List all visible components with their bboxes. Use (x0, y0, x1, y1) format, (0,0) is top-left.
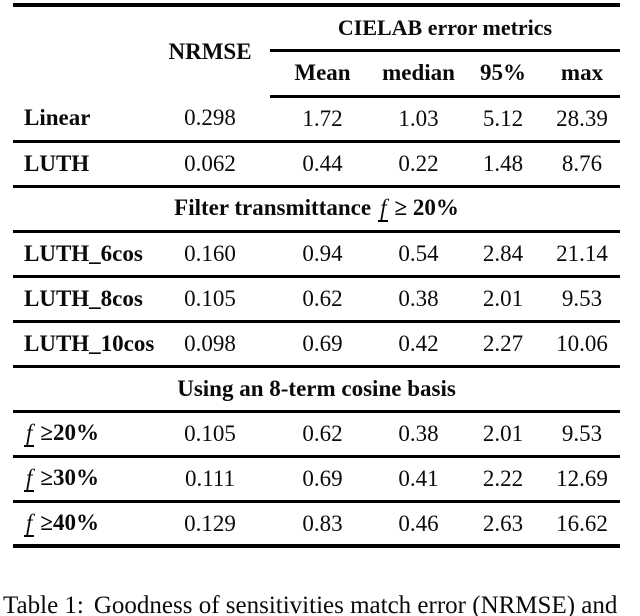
cell-95pct: 5.12 (462, 96, 544, 143)
cell-median: 0.41 (375, 456, 462, 503)
row-label: f ≥20% (13, 411, 150, 458)
cell-nrmse: 0.098 (150, 321, 270, 368)
section-text: Filter transmittance (174, 195, 372, 220)
table-row: f ≥20% 0.105 0.62 0.38 2.01 9.53 (13, 411, 620, 458)
row-label: LUTH (13, 141, 150, 188)
cell-95pct: 2.01 (462, 276, 544, 323)
cell-median: 0.46 (398, 510, 439, 536)
caption-text: Goodness of sensitivities match error (N… (93, 592, 618, 616)
table-header-row-2: Mean median 95% max (13, 50, 620, 98)
table-row: Linear 0.298 1.72 1.03 5.12 28.39 (13, 96, 620, 143)
cell-median: 0.38 (375, 411, 462, 458)
cell-mean: 0.62 (270, 411, 375, 458)
row-label: LUTH_10cos (13, 321, 154, 368)
cell-nrmse: 0.062 (150, 141, 270, 188)
cell-nrmse: 0.105 (150, 276, 270, 323)
header-max: max (544, 50, 620, 98)
header-empty-cell (13, 5, 150, 96)
f-variable: f (24, 509, 35, 537)
row-label-threshold: ≥20% (40, 420, 100, 445)
cell-nrmse: 0.160 (150, 231, 270, 278)
caption-label: Table 1: (3, 592, 84, 616)
row-label: f ≥40% (13, 501, 150, 546)
section-row: Using an 8-term cosine basis (13, 366, 620, 413)
cell-max: 8.76 (544, 141, 620, 188)
header-nrmse: NRMSE (168, 38, 252, 64)
results-table: NRMSE CIELAB error metrics Mean median 9… (13, 3, 620, 548)
cell-median: 1.03 (375, 96, 462, 143)
header-95pct: 95% (462, 50, 544, 98)
row-label: f ≥30% (13, 456, 150, 503)
table-row: f ≥40% 0.129 0.83 0.46 2.63 16.62 (13, 501, 620, 546)
cell-95pct: 2.63 (482, 510, 524, 536)
row-label: LUTH_8cos (13, 276, 150, 323)
cell-median: 0.38 (375, 276, 462, 323)
cell-mean: 0.62 (270, 276, 375, 323)
cell-mean: 1.72 (270, 96, 375, 143)
row-label-threshold: ≥40% (40, 509, 100, 535)
section-threshold: ≥ 20% (394, 195, 459, 220)
cell-95pct: 2.27 (462, 321, 544, 368)
header-median: median (375, 50, 462, 98)
cell-median: 0.54 (375, 231, 462, 278)
cell-median: 0.42 (375, 321, 462, 368)
cell-mean: 0.94 (270, 231, 375, 278)
cell-max: 16.62 (556, 510, 608, 536)
cell-max: 21.14 (544, 231, 620, 278)
cell-max: 9.53 (544, 411, 620, 458)
cell-95pct: 2.84 (462, 231, 544, 278)
table-row: LUTH_10cos 0.098 0.69 0.42 2.27 10.06 (13, 321, 620, 368)
cell-nrmse: 0.111 (150, 456, 270, 503)
cell-mean: 0.44 (270, 141, 375, 188)
f-variable: f (24, 465, 35, 492)
f-variable: f (378, 195, 389, 222)
table-row: LUTH_6cos 0.160 0.94 0.54 2.84 21.14 (13, 231, 620, 278)
table-row: LUTH_8cos 0.105 0.62 0.38 2.01 9.53 (13, 276, 620, 323)
table-row: f ≥30% 0.111 0.69 0.41 2.22 12.69 (13, 456, 620, 503)
cell-mean: 0.83 (302, 510, 343, 536)
row-label: LUTH_6cos (13, 231, 150, 278)
cell-95pct: 2.01 (462, 411, 544, 458)
cell-95pct: 2.22 (462, 456, 544, 503)
cell-median: 0.22 (375, 141, 462, 188)
f-variable: f (24, 420, 35, 447)
section-row: Filter transmittance f ≥ 20% (13, 186, 620, 233)
header-cielab-group: CIELAB error metrics (270, 5, 620, 52)
section-header: Filter transmittance f ≥ 20% (13, 186, 620, 233)
cell-nrmse: 0.298 (150, 96, 270, 143)
cell-mean: 0.69 (270, 456, 375, 503)
cell-max: 28.39 (544, 96, 620, 143)
cell-95pct: 1.48 (462, 141, 544, 188)
cell-max: 10.06 (544, 321, 620, 368)
cell-nrmse: 0.129 (184, 510, 236, 536)
cell-max: 9.53 (544, 276, 620, 323)
table-row: LUTH 0.062 0.44 0.22 1.48 8.76 (13, 141, 620, 188)
row-label: Linear (13, 96, 150, 143)
table-caption: Table 1: Goodness of sensitivities match … (3, 592, 640, 616)
table-header-row-1: NRMSE CIELAB error metrics (13, 5, 620, 64)
section-header: Using an 8-term cosine basis (13, 366, 620, 413)
header-mean: Mean (270, 50, 375, 98)
row-label-threshold: ≥30% (40, 465, 100, 490)
cell-max: 12.69 (544, 456, 620, 503)
cell-nrmse: 0.105 (150, 411, 270, 458)
cell-mean: 0.69 (270, 321, 375, 368)
